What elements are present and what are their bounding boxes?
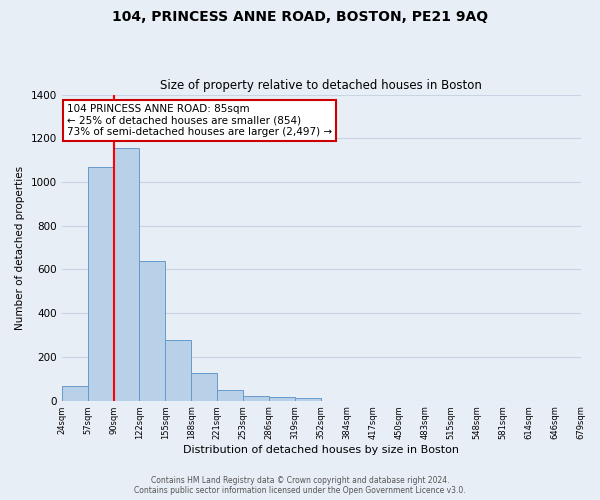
X-axis label: Distribution of detached houses by size in Boston: Distribution of detached houses by size … <box>183 445 459 455</box>
Bar <box>62 386 88 400</box>
Bar <box>269 398 295 400</box>
Bar <box>113 148 139 401</box>
Text: 104, PRINCESS ANNE ROAD, BOSTON, PE21 9AQ: 104, PRINCESS ANNE ROAD, BOSTON, PE21 9A… <box>112 10 488 24</box>
Y-axis label: Number of detached properties: Number of detached properties <box>15 166 25 330</box>
Bar <box>166 340 191 400</box>
Bar <box>139 261 166 400</box>
Bar <box>243 396 269 400</box>
Text: Contains HM Land Registry data © Crown copyright and database right 2024.
Contai: Contains HM Land Registry data © Crown c… <box>134 476 466 495</box>
Bar <box>88 166 113 400</box>
Bar <box>217 390 243 400</box>
Text: 104 PRINCESS ANNE ROAD: 85sqm
← 25% of detached houses are smaller (854)
73% of : 104 PRINCESS ANNE ROAD: 85sqm ← 25% of d… <box>67 104 332 137</box>
Bar <box>295 398 321 400</box>
Title: Size of property relative to detached houses in Boston: Size of property relative to detached ho… <box>160 79 482 92</box>
Bar <box>191 374 217 400</box>
